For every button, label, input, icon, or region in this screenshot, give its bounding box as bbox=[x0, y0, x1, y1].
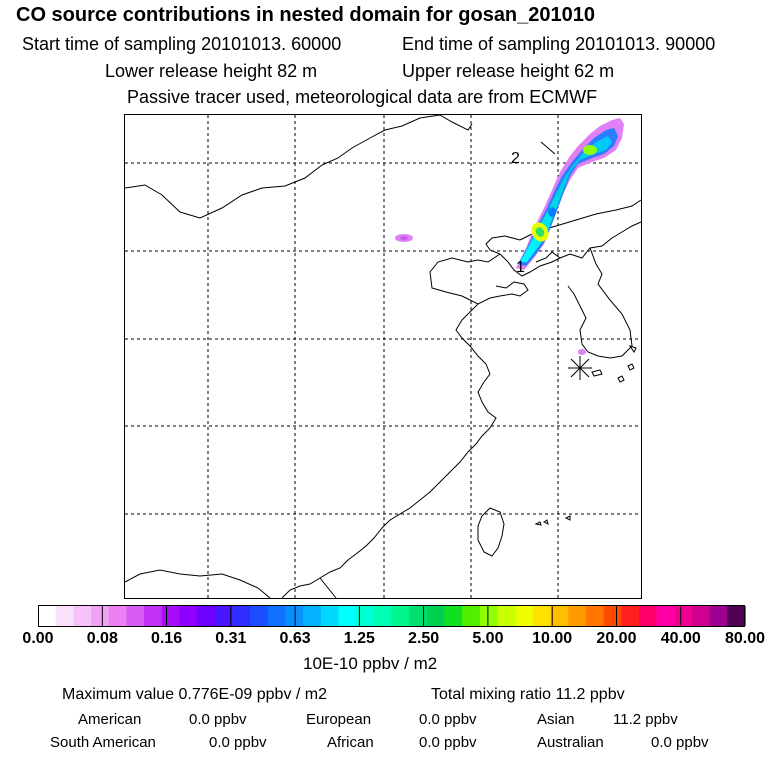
colorbar-tick-label: 0.16 bbox=[150, 630, 183, 647]
colorbar-cell bbox=[391, 606, 410, 626]
colorbar-cell bbox=[603, 606, 622, 626]
south-american-label: South American bbox=[50, 734, 156, 751]
colorbar-cell bbox=[179, 606, 198, 626]
african-label: African bbox=[327, 734, 374, 751]
end-time-label: End time of sampling 20101013. 90000 bbox=[402, 34, 716, 54]
colorbar-cell bbox=[214, 606, 234, 626]
american-label: American bbox=[78, 711, 142, 728]
colorbar-cell bbox=[55, 606, 74, 626]
receptor-marker-icon bbox=[568, 356, 592, 380]
colorbar-cell bbox=[250, 606, 269, 626]
max-value: Maximum value 0.776E-09 ppbv / m2 bbox=[62, 686, 328, 703]
colorbar-cell bbox=[638, 606, 658, 626]
colorbar-cell bbox=[91, 606, 110, 626]
colorbar-tick-label: 20.00 bbox=[596, 630, 637, 647]
colorbar-cell bbox=[550, 606, 569, 626]
colorbar-cell bbox=[373, 606, 393, 626]
colorbar-cell bbox=[285, 606, 304, 626]
colorbar-cell bbox=[621, 606, 640, 626]
asian-value: 11.2 ppbv bbox=[613, 711, 678, 728]
start-time-label: Start time of sampling 20101013. 60000 bbox=[22, 34, 342, 54]
total-mixing-ratio: Total mixing ratio 11.2 ppbv bbox=[431, 686, 625, 703]
colorbar-cell bbox=[585, 606, 605, 626]
european-value: 0.0 ppbv bbox=[419, 711, 477, 728]
chart-title: CO source contributions in nested domain… bbox=[16, 4, 596, 26]
colorbar-cell bbox=[409, 606, 428, 626]
colorbar-cell bbox=[426, 606, 446, 626]
colorbar-cell bbox=[497, 606, 516, 626]
colorbar-cell bbox=[108, 606, 127, 626]
colorbar-tick-label: 2.50 bbox=[408, 630, 440, 647]
colorbar-cell bbox=[479, 606, 499, 626]
coastlines bbox=[124, 114, 642, 599]
colorbar-cell bbox=[709, 606, 728, 626]
colorbar-cell bbox=[444, 606, 463, 626]
colorbar-tick-label: 10.00 bbox=[532, 630, 573, 647]
colorbar-cell bbox=[356, 606, 375, 626]
colorbar-cell bbox=[232, 606, 251, 626]
colorbar-cell bbox=[38, 606, 57, 626]
colorbar-frame bbox=[38, 605, 745, 627]
lat-lon-grid bbox=[125, 115, 641, 598]
australian-label: Australian bbox=[537, 734, 604, 751]
colorbar-cell bbox=[161, 606, 181, 626]
australian-value: 0.0 ppbv bbox=[651, 734, 709, 751]
african-value: 0.0 ppbv bbox=[419, 734, 477, 751]
colorbar-cell bbox=[674, 606, 693, 626]
colorbar-tick-label: 0.63 bbox=[279, 630, 311, 647]
asian-label: Asian bbox=[537, 711, 575, 728]
colorbar-cell bbox=[126, 606, 145, 626]
colorbar-tick-label: 0.31 bbox=[215, 630, 247, 647]
colorbar-cell bbox=[338, 606, 357, 626]
colorbar-cell bbox=[691, 606, 711, 626]
colorbar-cell bbox=[144, 606, 163, 626]
colorbar-tick-label: 5.00 bbox=[472, 630, 504, 647]
concentration-plume bbox=[395, 118, 624, 355]
colorbar-tick-label: 1.25 bbox=[343, 630, 375, 647]
colorbar-tick-label: 80.00 bbox=[724, 630, 766, 647]
colorbar-cell bbox=[656, 606, 675, 626]
colorbar-cell bbox=[532, 606, 552, 626]
colorbar-tick-label: 40.00 bbox=[660, 630, 701, 647]
colorbar-cell bbox=[727, 606, 746, 626]
colorbar-cell bbox=[73, 606, 92, 626]
colorbar-cell bbox=[568, 606, 587, 626]
american-value: 0.0 ppbv bbox=[189, 711, 247, 728]
lower-release-label: Lower release height 82 m bbox=[105, 61, 318, 81]
colorbar-cell bbox=[320, 606, 340, 626]
trajectory-label-2: 2 bbox=[511, 150, 520, 167]
european-label: European bbox=[306, 711, 372, 728]
tracer-note: Passive tracer used, meteorological data… bbox=[127, 87, 598, 107]
trajectory-label-1: 1 bbox=[516, 259, 525, 276]
colorbar-cell bbox=[267, 606, 287, 626]
colorbar-cell bbox=[462, 606, 481, 626]
colorbar-cell bbox=[515, 606, 534, 626]
colorbar-tick-label: 0.00 bbox=[22, 630, 54, 647]
colorbar-cell bbox=[197, 606, 216, 626]
upper-release-label: Upper release height 62 m bbox=[402, 61, 615, 81]
colorbar-tick-label: 0.08 bbox=[86, 630, 118, 647]
south-american-value: 0.0 ppbv bbox=[209, 734, 267, 751]
colorbar-units: 10E-10 ppbv / m2 bbox=[303, 654, 438, 673]
colorbar-cell bbox=[303, 606, 322, 626]
